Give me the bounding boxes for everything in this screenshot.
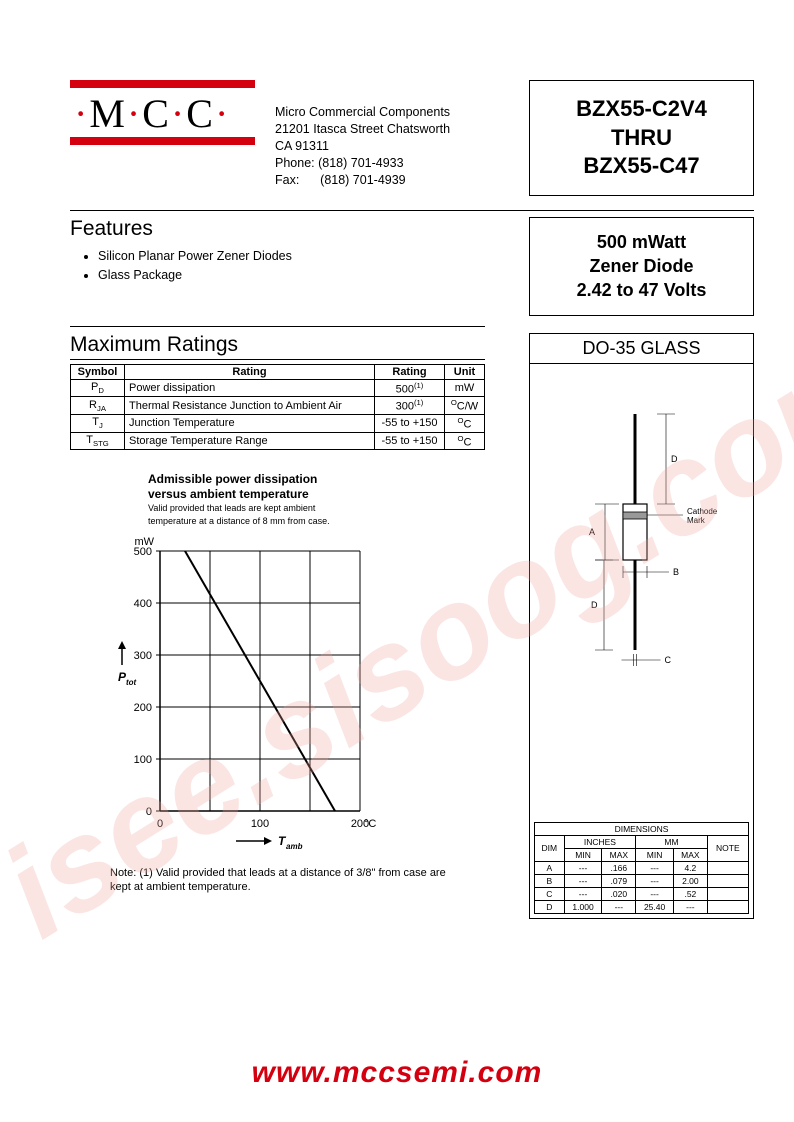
chart-title-2: versus ambient temperature: [148, 487, 485, 501]
svg-text:100: 100: [251, 818, 269, 830]
footnote: Note: (1) Valid provided that leads at a…: [70, 866, 485, 895]
svg-text:B: B: [673, 567, 679, 577]
package-heading: DO-35 GLASS: [529, 333, 754, 364]
package-outline-box: D A CathodeMark B D C DIMENSIONS DIM INCHES M…: [529, 364, 754, 919]
features: Features Silicon Planar Power Zener Diod…: [70, 217, 485, 316]
chart-title-1: Admissible power dissipation: [148, 472, 485, 486]
divider: [70, 210, 754, 211]
chart-sub-2: temperature at a distance of 8 mm from c…: [148, 516, 485, 527]
svg-text:100: 100: [134, 754, 152, 766]
power-dissipation-chart: 50040030020010000100200°CmWPtotTamb: [100, 531, 430, 851]
ratings-table: Symbol Rating Rating Unit PDPower dissip…: [70, 364, 485, 451]
svg-text:200: 200: [134, 702, 152, 714]
ratings-heading: Maximum Ratings: [70, 333, 485, 360]
features-list: Silicon Planar Power Zener Diodes Glass …: [70, 247, 485, 285]
title-box: BZX55-C2V4 THRU BZX55-C47: [529, 80, 754, 196]
svg-text:0: 0: [157, 818, 163, 830]
svg-text:amb: amb: [286, 842, 303, 851]
col-symbol: Symbol: [71, 364, 125, 379]
table-row: TSTGStorage Temperature Range-55 to +150…: [71, 432, 485, 450]
logo-text: ·M·C·C·: [70, 88, 255, 137]
company-name: Micro Commercial Components: [275, 104, 475, 121]
dims-heading: DIMENSIONS: [535, 822, 749, 835]
table-row: RJAThermal Resistance Junction to Ambien…: [71, 397, 485, 415]
svg-text:D: D: [671, 454, 678, 464]
logo: ·M·C·C·: [70, 80, 255, 196]
table-row: A---.166---4.2: [535, 861, 749, 874]
svg-text:A: A: [589, 527, 595, 537]
table-row: TJJunction Temperature-55 to +150OC: [71, 414, 485, 432]
chart-sub-1: Valid provided that leads are kept ambie…: [148, 503, 485, 514]
spec-l3: 2.42 to 47 Volts: [534, 278, 749, 302]
svg-text:Mark: Mark: [687, 516, 706, 525]
header: ·M·C·C· Micro Commercial Components 2120…: [70, 80, 754, 196]
title-l1: BZX55-C2V4: [534, 95, 749, 124]
table-row: D1.000---25.40---: [535, 900, 749, 913]
svg-text:C: C: [665, 655, 672, 665]
spec-box: 500 mWatt Zener Diode 2.42 to 47 Volts: [529, 217, 754, 316]
company-fax: Fax: (818) 701-4939: [275, 172, 475, 189]
col-rating: Rating: [125, 364, 375, 379]
company-addr1: 21201 Itasca Street Chatsworth: [275, 121, 475, 138]
footer-url: www.mccsemi.com: [0, 1056, 794, 1090]
divider: [70, 326, 485, 327]
svg-text:D: D: [591, 600, 598, 610]
company-info: Micro Commercial Components 21201 Itasca…: [275, 80, 475, 196]
svg-text:Cathode: Cathode: [687, 507, 718, 516]
company-addr2: CA 91311: [275, 138, 475, 155]
svg-text:0: 0: [146, 806, 152, 818]
package-diagram: D A CathodeMark B D C: [530, 364, 753, 764]
title-l3: BZX55-C47: [534, 152, 749, 181]
svg-text:tot: tot: [126, 678, 137, 687]
company-phone: Phone: (818) 701-4933: [275, 155, 475, 172]
package-section: DO-35 GLASS D A CathodeMark B D C DIMENSIONS …: [529, 333, 754, 919]
page: ·M·C·C· Micro Commercial Components 2120…: [0, 0, 794, 1122]
svg-text:°C: °C: [364, 818, 376, 830]
feature-item: Glass Package: [98, 266, 485, 285]
col-unit: Unit: [445, 364, 485, 379]
dimensions-table: DIMENSIONS DIM INCHES MM NOTE MINMAX MIN…: [534, 822, 749, 914]
spec-l1: 500 mWatt: [534, 230, 749, 254]
svg-text:300: 300: [134, 650, 152, 662]
feature-item: Silicon Planar Power Zener Diodes: [98, 247, 485, 266]
chart-block: Admissible power dissipation versus ambi…: [148, 472, 485, 526]
col-rating2: Rating: [375, 364, 445, 379]
spec-l2: Zener Diode: [534, 254, 749, 278]
table-row: PDPower dissipation500(1)mW: [71, 379, 485, 397]
svg-text:400: 400: [134, 598, 152, 610]
ratings-section: Maximum Ratings Symbol Rating Rating Uni…: [70, 333, 485, 919]
features-heading: Features: [70, 217, 485, 243]
svg-text:mW: mW: [134, 536, 154, 548]
title-l2: THRU: [534, 124, 749, 153]
table-row: B---.079---2.00: [535, 874, 749, 887]
table-row: C---.020---.52: [535, 887, 749, 900]
